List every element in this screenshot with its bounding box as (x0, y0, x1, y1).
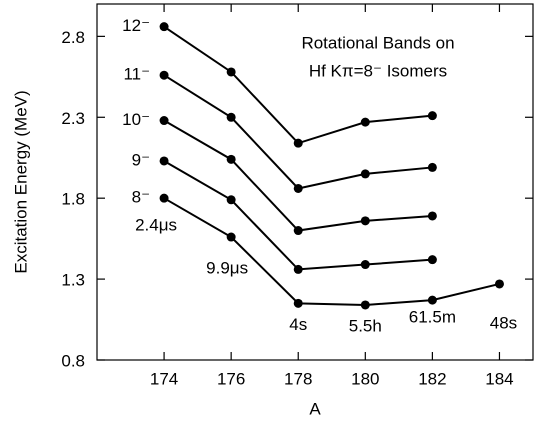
data-point (159, 116, 169, 126)
plot-frame (96, 3, 534, 361)
data-point (159, 193, 169, 203)
data-point (293, 298, 303, 308)
series-line (163, 74, 433, 190)
data-point (159, 70, 169, 80)
x-axis-label: A (309, 399, 321, 418)
data-point (427, 255, 437, 265)
series-label: 8⁻ (132, 188, 150, 207)
point-label: 9.9μs (206, 259, 248, 278)
series-label: 12⁻ (122, 16, 150, 35)
x-tick-label: 182 (418, 369, 446, 388)
data-point (159, 22, 169, 32)
point-label: 61.5m (409, 308, 456, 327)
y-axis-label: Excitation Energy (MeV) (11, 90, 30, 273)
data-point (293, 264, 303, 274)
data-point (427, 162, 437, 172)
series-line (163, 197, 500, 306)
point-label: 4s (289, 315, 307, 334)
data-point (360, 117, 370, 127)
y-tick-label: 2.3 (61, 109, 85, 128)
data-point (159, 156, 169, 166)
y-tick-label: 1.8 (61, 190, 85, 209)
point-label: 5.5h (349, 316, 382, 335)
x-tick-label: 184 (485, 369, 513, 388)
data-point (226, 195, 236, 205)
data-point (494, 279, 504, 289)
y-tick-label: 0.8 (61, 351, 85, 370)
data-point (293, 226, 303, 236)
data-point (427, 211, 437, 221)
data-point (226, 154, 236, 164)
series-label: 11⁻ (123, 65, 150, 84)
point-label: 2.4μs (135, 216, 177, 235)
series-label: 10⁻ (122, 110, 150, 129)
data-point (360, 216, 370, 226)
data-point (226, 232, 236, 242)
x-tick-label: 176 (217, 369, 245, 388)
data-point (226, 67, 236, 77)
data-point (360, 260, 370, 270)
data-point (293, 138, 303, 148)
series-label: 9⁻ (132, 150, 150, 169)
y-tick-label: 2.8 (61, 28, 85, 47)
point-label: 48s (490, 313, 517, 332)
x-tick-label: 174 (150, 369, 178, 388)
data-point (427, 111, 437, 121)
data-point (427, 295, 437, 305)
data-point (293, 183, 303, 193)
series-line (163, 160, 433, 271)
data-point (360, 300, 370, 310)
data-point (226, 112, 236, 122)
x-tick-label: 178 (284, 369, 312, 388)
series-line (163, 119, 433, 232)
data-point (360, 169, 370, 179)
x-tick-label: 180 (351, 369, 379, 388)
chart-title-line: Rotational Bands on (301, 33, 454, 52)
y-tick-label: 1.3 (61, 271, 85, 290)
chart-title-line: Hf Kπ=8⁻ Isomers (309, 61, 447, 80)
